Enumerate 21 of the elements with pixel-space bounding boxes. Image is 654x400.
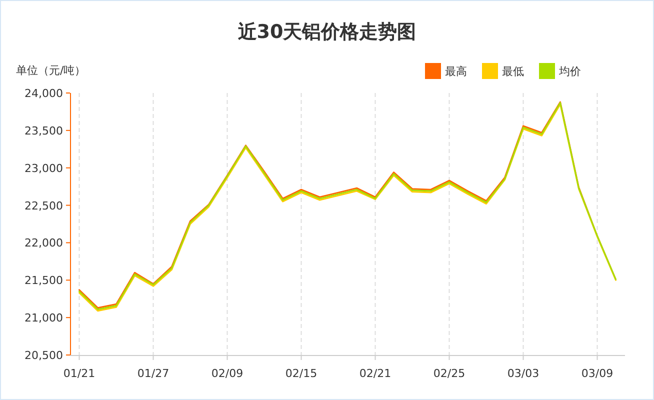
chart-title: 近30天铝价格走势图 (236, 21, 416, 43)
x-tick-label: 02/09 (211, 367, 244, 380)
x-tick-label: 02/21 (359, 367, 392, 380)
y-tick-label: 23,500 (24, 124, 63, 138)
y-tick-label: 23,000 (24, 162, 63, 175)
x-tick-label: 03/09 (581, 367, 614, 380)
legend-label: 均价 (558, 65, 581, 78)
y-tick-label: 21,000 (24, 312, 63, 325)
legend-label: 最高 (445, 65, 467, 78)
y-tick-label: 22,000 (24, 236, 63, 250)
y-axis-title: 单位（元/吨） (16, 64, 86, 77)
y-tick-label: 22,500 (24, 199, 63, 212)
y-tick-label: 20,500 (24, 349, 63, 362)
x-tick-label: 01/27 (137, 367, 170, 380)
legend-label: 最低 (502, 65, 524, 78)
y-tick-label: 21,500 (24, 274, 63, 288)
x-tick-label: 02/15 (285, 367, 318, 380)
x-tick-label: 02/25 (433, 367, 466, 380)
y-tick-label: 24,000 (24, 87, 63, 100)
x-tick-label: 03/03 (507, 367, 540, 380)
x-tick-label: 01/21 (63, 367, 96, 380)
